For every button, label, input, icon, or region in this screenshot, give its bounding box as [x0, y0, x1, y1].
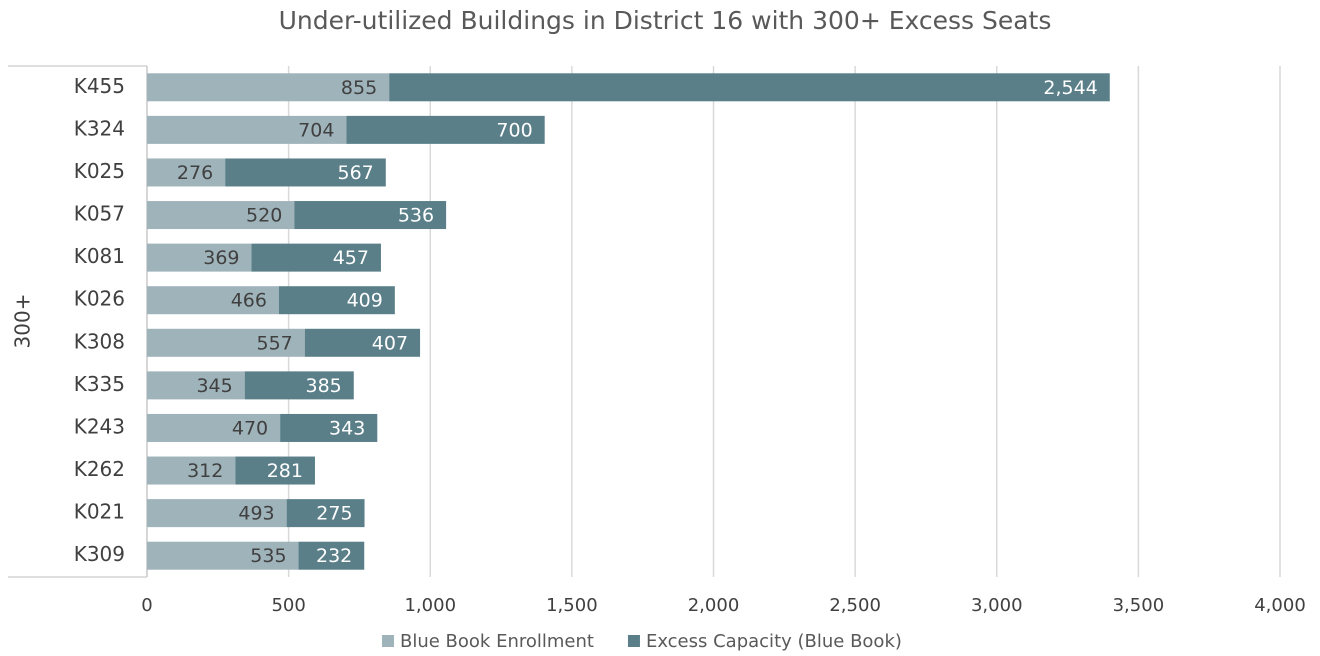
x-tick-label: 2,500 [829, 595, 881, 616]
y-tick-label: K308 [74, 329, 125, 353]
bar-segment [286, 499, 365, 528]
data-label: 276 [177, 162, 213, 184]
data-label: 281 [267, 460, 303, 482]
data-label: 704 [298, 119, 334, 141]
x-tick-label: 0 [141, 595, 152, 616]
y-tick-label: K455 [74, 74, 125, 98]
bar-segment [304, 328, 421, 357]
data-label: 466 [231, 290, 267, 312]
data-label: 493 [238, 503, 274, 525]
bar-segment [251, 243, 381, 272]
x-tick-label: 1,000 [404, 595, 456, 616]
bar-segment [147, 499, 287, 528]
legend-label: Excess Capacity (Blue Book) [646, 631, 902, 652]
bar-segment [278, 286, 395, 315]
bar-segment [147, 413, 281, 442]
bar-segment [147, 371, 245, 400]
bar-segment [147, 328, 305, 357]
data-label: 855 [341, 77, 377, 99]
data-label: 470 [232, 417, 268, 439]
bar-segment [147, 115, 347, 144]
data-label: 700 [496, 119, 532, 141]
y-tick-label: K081 [74, 244, 125, 268]
data-label: 345 [196, 375, 232, 397]
data-label: 536 [398, 205, 434, 227]
data-label: 312 [187, 460, 223, 482]
bar-segment [147, 456, 236, 485]
y-tick-label: K021 [74, 500, 125, 524]
x-tick-label: 1,500 [546, 595, 598, 616]
legend-label: Blue Book Enrollment [400, 631, 594, 652]
bar-segment [225, 158, 386, 187]
data-label: 2,544 [1043, 77, 1097, 99]
legend-swatch [382, 635, 394, 647]
y-tick-label: K262 [74, 457, 125, 481]
x-tick-label: 500 [271, 595, 305, 616]
bar-segment [235, 456, 315, 485]
data-label: 407 [372, 332, 408, 354]
data-label: 275 [316, 503, 352, 525]
bar-segment [147, 243, 252, 272]
y-tick-label: K057 [74, 202, 125, 226]
data-label: 409 [347, 290, 383, 312]
bar-segment [389, 73, 1110, 102]
y-tick-label: K026 [74, 287, 125, 311]
bar-segment [294, 201, 447, 230]
x-tick-label: 3,500 [1113, 595, 1165, 616]
legend-swatch [627, 635, 640, 647]
group-label: 300+ [11, 294, 35, 349]
bar-segment [147, 158, 226, 187]
y-tick-label: K324 [74, 116, 125, 140]
bar-segment [147, 286, 279, 315]
data-label: 520 [246, 205, 282, 227]
bar-segment [346, 115, 545, 144]
y-tick-label: K243 [74, 414, 125, 438]
data-label: 535 [250, 545, 286, 567]
y-tick-label: K025 [74, 159, 125, 183]
data-label: 557 [257, 332, 293, 354]
data-label: 457 [333, 247, 369, 269]
chart-title: Under-utilized Buildings in District 16 … [279, 6, 1052, 35]
data-label: 567 [338, 162, 374, 184]
data-label: 385 [306, 375, 342, 397]
data-label: 232 [316, 545, 352, 567]
y-tick-label: K335 [74, 372, 125, 396]
bar-segment [147, 201, 295, 230]
x-tick-label: 2,000 [688, 595, 740, 616]
data-label: 343 [329, 417, 365, 439]
bar-segment [280, 413, 378, 442]
bar-segment [147, 73, 390, 102]
bar-segment [298, 541, 365, 570]
bar-segment [147, 541, 299, 570]
x-tick-label: 4,000 [1254, 595, 1306, 616]
x-tick-label: 3,000 [971, 595, 1023, 616]
data-label: 369 [203, 247, 239, 269]
y-tick-label: K309 [74, 542, 125, 566]
bar-segment [244, 371, 354, 400]
